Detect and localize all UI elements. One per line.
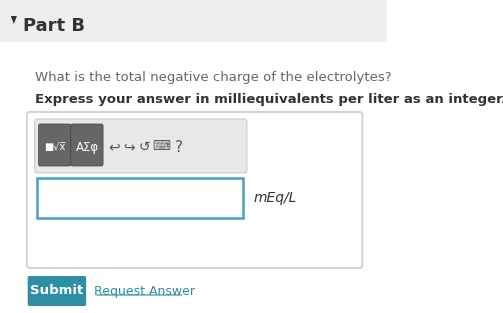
Text: ΑΣφ: ΑΣφ [75, 141, 99, 153]
FancyBboxPatch shape [38, 124, 71, 166]
Text: What is the total negative charge of the electrolytes?: What is the total negative charge of the… [35, 71, 391, 85]
Text: Part B: Part B [23, 17, 85, 35]
Text: mEq/L: mEq/L [254, 191, 297, 205]
Text: Submit: Submit [30, 285, 83, 297]
Polygon shape [11, 16, 17, 24]
FancyBboxPatch shape [35, 119, 247, 173]
Text: ?: ? [175, 140, 183, 155]
Text: Request Answer: Request Answer [94, 285, 195, 297]
Text: ■√x̅: ■√x̅ [44, 142, 65, 152]
FancyBboxPatch shape [28, 276, 86, 306]
Text: ⌨: ⌨ [152, 141, 171, 153]
FancyBboxPatch shape [0, 0, 387, 42]
FancyBboxPatch shape [27, 112, 362, 268]
FancyBboxPatch shape [71, 124, 103, 166]
Text: ↪: ↪ [123, 140, 135, 154]
Text: ↺: ↺ [139, 140, 150, 154]
Text: Express your answer in milliequivalents per liter as an integer.: Express your answer in milliequivalents … [35, 94, 503, 106]
FancyBboxPatch shape [0, 42, 387, 313]
Text: ↩: ↩ [108, 140, 120, 154]
FancyBboxPatch shape [37, 178, 243, 218]
